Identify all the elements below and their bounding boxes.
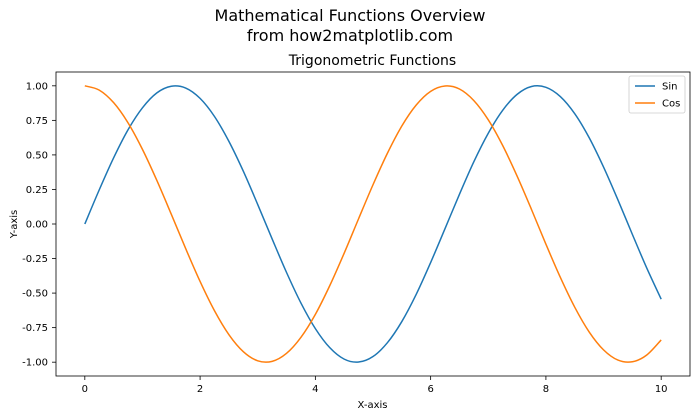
y-axis-label: Y-axis <box>9 210 20 240</box>
series-line-cos <box>84 85 662 363</box>
x-tick-label: 4 <box>312 384 318 395</box>
figure-title-line1: Mathematical Functions Overview <box>215 6 486 25</box>
x-tick-label: 0 <box>82 384 88 395</box>
y-tick-label: 1.00 <box>26 81 48 92</box>
x-axis-label: X-axis <box>358 400 388 411</box>
x-tick-label: 10 <box>655 384 668 395</box>
x-tick-label: 8 <box>543 384 549 395</box>
x-tick-label: 2 <box>197 384 203 395</box>
axes-title: Trigonometric Functions <box>288 53 456 69</box>
legend: Sin Cos <box>628 75 686 114</box>
series-layer <box>84 85 662 363</box>
y-tick-label: 0.25 <box>26 185 48 196</box>
y-tick-label: 0.50 <box>26 150 48 161</box>
y-tick-label: -0.25 <box>22 254 48 265</box>
x-axis-ticks: 0 2 4 6 8 10 <box>82 376 668 395</box>
y-axis-ticks: 1.00 0.75 0.50 0.25 0.00 -0.25 -0.50 -0.75 -1.00 <box>22 81 56 369</box>
series-line-sin <box>84 85 662 363</box>
legend-label-cos: Cos <box>662 99 680 110</box>
y-tick-label: 0.00 <box>26 220 48 231</box>
y-tick-label: -0.75 <box>22 323 48 334</box>
figure-title-line2: from how2matplotlib.com <box>247 26 453 45</box>
y-tick-label: -1.00 <box>22 358 48 369</box>
x-tick-label: 6 <box>427 384 433 395</box>
y-tick-label: -0.50 <box>22 289 48 300</box>
legend-label-sin: Sin <box>662 82 677 93</box>
y-tick-label: 0.75 <box>26 116 48 127</box>
